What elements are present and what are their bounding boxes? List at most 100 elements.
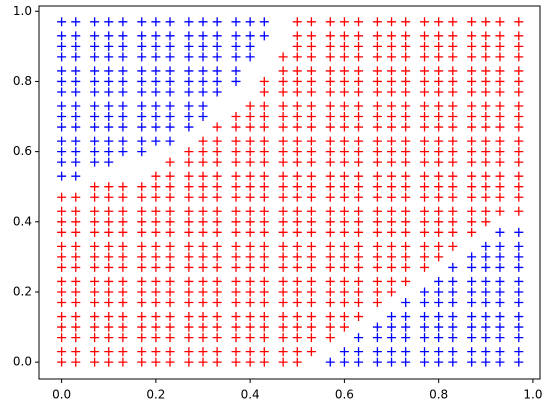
point <box>151 217 161 227</box>
point <box>325 171 335 181</box>
y-tick-label: 0.8 <box>13 74 32 88</box>
point <box>57 227 67 237</box>
point <box>184 298 194 308</box>
point <box>278 287 288 297</box>
point <box>57 333 67 343</box>
point <box>306 101 316 111</box>
point <box>165 287 175 297</box>
point <box>306 76 316 86</box>
point <box>118 252 128 262</box>
x-tick-label: 1.0 <box>523 388 542 402</box>
point <box>514 52 524 62</box>
point <box>434 217 444 227</box>
point <box>137 66 147 76</box>
x-tick-label: 0.6 <box>335 388 354 402</box>
point <box>151 252 161 262</box>
point <box>278 87 288 97</box>
point <box>420 136 430 146</box>
point <box>372 147 382 157</box>
point <box>306 171 316 181</box>
point <box>514 101 524 111</box>
point <box>372 287 382 297</box>
point <box>481 52 491 62</box>
point <box>184 182 194 192</box>
point <box>325 312 335 322</box>
point <box>481 241 491 251</box>
point <box>481 76 491 86</box>
point <box>151 241 161 251</box>
point <box>514 66 524 76</box>
point <box>151 31 161 41</box>
point <box>90 206 100 216</box>
point <box>481 322 491 332</box>
point <box>372 41 382 51</box>
point <box>514 41 524 51</box>
point <box>231 112 241 122</box>
point <box>495 206 505 216</box>
point <box>339 252 349 262</box>
point <box>57 171 67 181</box>
point <box>231 333 241 343</box>
point <box>278 122 288 132</box>
point <box>354 287 364 297</box>
point <box>137 136 147 146</box>
point <box>278 252 288 262</box>
point <box>259 276 269 286</box>
point <box>71 171 81 181</box>
point <box>198 112 208 122</box>
point <box>90 227 100 237</box>
point <box>151 182 161 192</box>
point <box>434 227 444 237</box>
point <box>118 262 128 272</box>
point <box>151 101 161 111</box>
point <box>481 41 491 51</box>
point <box>339 276 349 286</box>
point <box>90 147 100 157</box>
point <box>231 227 241 237</box>
point <box>231 357 241 367</box>
point <box>278 347 288 357</box>
point <box>448 347 458 357</box>
point <box>137 252 147 262</box>
point <box>292 252 302 262</box>
point <box>104 347 114 357</box>
point <box>71 333 81 343</box>
point <box>434 276 444 286</box>
point <box>387 101 397 111</box>
point <box>306 122 316 132</box>
point <box>165 333 175 343</box>
point <box>387 262 397 272</box>
point <box>306 206 316 216</box>
point <box>467 136 477 146</box>
point <box>481 112 491 122</box>
point <box>184 217 194 227</box>
point <box>372 347 382 357</box>
point <box>495 252 505 262</box>
point <box>231 276 241 286</box>
point <box>372 217 382 227</box>
point <box>278 312 288 322</box>
point <box>90 252 100 262</box>
point <box>184 312 194 322</box>
point <box>372 66 382 76</box>
point <box>354 171 364 181</box>
point <box>151 262 161 272</box>
point <box>212 66 222 76</box>
point <box>481 357 491 367</box>
point <box>448 66 458 76</box>
point <box>137 87 147 97</box>
point <box>57 136 67 146</box>
point <box>467 252 477 262</box>
point <box>165 87 175 97</box>
point <box>137 41 147 51</box>
point <box>448 101 458 111</box>
point <box>514 262 524 272</box>
point <box>514 112 524 122</box>
point <box>514 357 524 367</box>
point <box>151 112 161 122</box>
point <box>278 192 288 202</box>
point <box>434 333 444 343</box>
point <box>57 147 67 157</box>
point <box>495 136 505 146</box>
point <box>401 147 411 157</box>
